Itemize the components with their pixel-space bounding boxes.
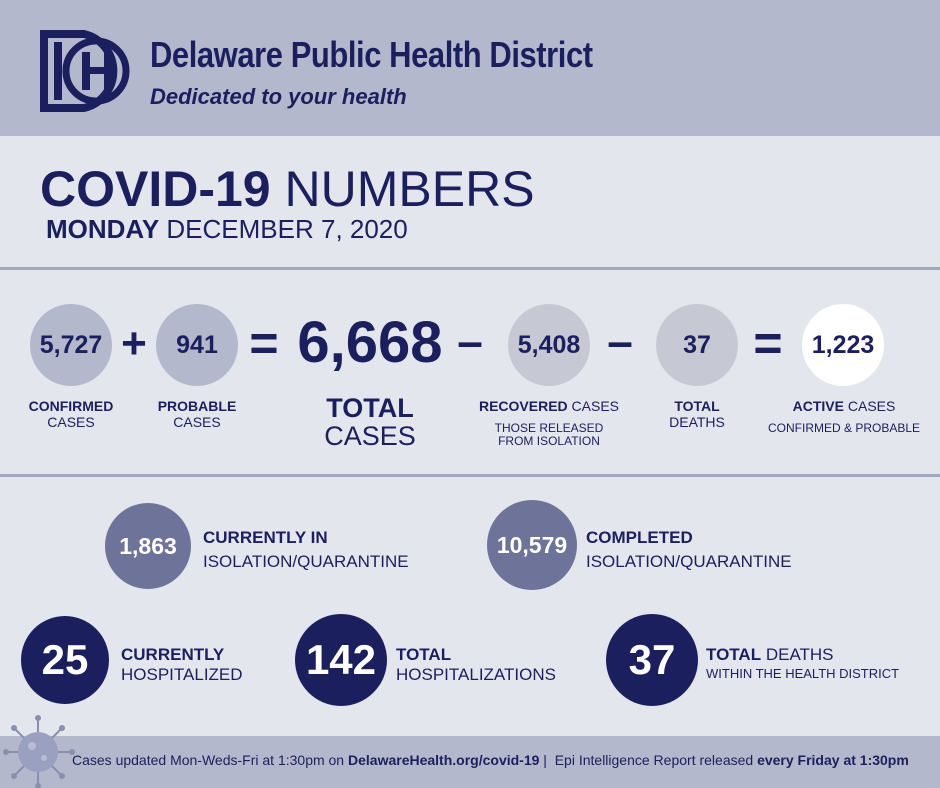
- isolation-completed-circle: 10,579: [487, 500, 577, 590]
- active-circle: 1,223: [802, 304, 884, 386]
- probable-label-2: CASES: [173, 414, 221, 430]
- recovered-circle: 5,408: [508, 304, 590, 386]
- recovered-sub-2: FROM ISOLATION: [498, 434, 600, 448]
- active-value: 1,223: [811, 330, 875, 359]
- hospitalized-current-circle: 25: [21, 616, 109, 704]
- isolation-current-label-2: ISOLATION/QUARANTINE: [203, 552, 409, 571]
- plus-sign: +: [121, 319, 147, 368]
- tagline: Dedicated to your health: [150, 84, 407, 109]
- active-sub: CONFIRMED & PROBABLE: [767, 421, 921, 435]
- hospitalizations-total-value: 142: [305, 636, 377, 683]
- recovered-sub: THOSE RELEASED FROM ISOLATION: [464, 422, 634, 448]
- total-cases-label-1: TOTAL: [326, 393, 414, 423]
- hospitalizations-total-label-1: TOTAL: [396, 645, 452, 664]
- footer-part2: Epi Intelligence Report released: [550, 752, 758, 768]
- dphd-logo-icon: [40, 30, 130, 112]
- footer-bold-end: every Friday at 1:30pm: [757, 752, 909, 768]
- recovered-label-light: CASES: [571, 398, 620, 414]
- isolation-current-value: 1,863: [119, 532, 177, 559]
- deaths-circle: 37: [656, 304, 738, 386]
- deaths-label-2: DEATHS: [669, 414, 725, 430]
- hospitalizations-total-label-2: HOSPITALIZATIONS: [396, 665, 556, 684]
- confirmed-value: 5,727: [39, 330, 103, 359]
- district-deaths-value: 37: [628, 636, 676, 683]
- deaths-label: TOTAL DEATHS: [647, 398, 747, 430]
- deaths-value: 37: [683, 330, 711, 359]
- report-date: MONDAY DECEMBER 7, 2020: [46, 214, 408, 245]
- total-cases-label-2: CASES: [324, 421, 416, 451]
- probable-label-1: PROBABLE: [157, 398, 237, 414]
- district-deaths-label-light: DEATHS: [765, 645, 834, 664]
- recovered-label: RECOVERED CASES: [464, 398, 634, 414]
- district-deaths-label-bold: TOTAL: [706, 645, 762, 664]
- footer-text: Cases updated Mon-Weds-Fri at 1:30pm on …: [72, 752, 909, 768]
- deaths-label-1: TOTAL: [674, 398, 720, 414]
- confirmed-label-1: CONFIRMED: [28, 398, 114, 414]
- district-deaths-label-2: WITHIN THE HEALTH DISTRICT: [706, 666, 900, 681]
- isolation-completed-value: 10,579: [496, 531, 568, 558]
- active-label-bold: ACTIVE: [792, 398, 844, 414]
- active-label: ACTIVE CASES: [762, 398, 926, 414]
- recovered-sub-1: THOSE RELEASED: [494, 421, 604, 435]
- confirmed-circle: 5,727: [30, 304, 112, 386]
- active-label-light: CASES: [847, 398, 896, 414]
- footer-part1: Cases updated Mon-Weds-Fri at 1:30pm on: [72, 752, 348, 768]
- org-name: Delaware Public Health District: [150, 34, 593, 75]
- footer-link[interactable]: DelawareHealth.org/covid-19: [348, 752, 540, 768]
- header-band: [0, 0, 940, 136]
- total-cases-label: TOTAL CASES: [290, 394, 450, 450]
- page-title: COVID-19 NUMBERS: [40, 160, 535, 218]
- probable-label: PROBABLE CASES: [137, 398, 257, 430]
- recovered-label-bold: RECOVERED: [478, 398, 568, 414]
- report-day: MONDAY: [46, 214, 160, 244]
- total-cases-value: 6,668: [297, 310, 443, 375]
- title-bold: COVID-19: [40, 161, 271, 217]
- footer-band: [0, 736, 940, 788]
- recovered-value: 5,408: [517, 330, 581, 359]
- hospitalized-current-label-2: HOSPITALIZED: [121, 665, 243, 684]
- isolation-completed-label-1: COMPLETED: [586, 528, 693, 547]
- isolation-completed-label-2: ISOLATION/QUARANTINE: [586, 552, 792, 571]
- report-date-text: DECEMBER 7, 2020: [166, 214, 408, 244]
- hospitalized-current-label-1: CURRENTLY: [121, 645, 225, 664]
- isolation-current-label-1: CURRENTLY IN: [203, 528, 328, 547]
- hospitalizations-total-circle: 142: [295, 614, 387, 706]
- title-light: NUMBERS: [284, 161, 535, 217]
- divider-top: [0, 267, 940, 270]
- minus-sign-1: –: [457, 315, 483, 367]
- isolation-current-circle: 1,863: [105, 503, 191, 589]
- minus-sign-2: –: [607, 315, 633, 367]
- district-deaths-circle: 37: [606, 614, 698, 706]
- confirmed-label-2: CASES: [47, 414, 95, 430]
- hospitalized-current-value: 25: [41, 636, 89, 683]
- footer-separator: |: [539, 752, 551, 768]
- divider-middle: [0, 474, 940, 477]
- confirmed-label: CONFIRMED CASES: [11, 398, 131, 430]
- probable-circle: 941: [156, 304, 238, 386]
- district-deaths-label-1: TOTAL DEATHS: [706, 645, 834, 665]
- equals-sign-2: =: [753, 315, 783, 371]
- probable-value: 941: [176, 330, 218, 359]
- virus-icon: [3, 715, 75, 788]
- equals-sign-1: =: [249, 315, 279, 371]
